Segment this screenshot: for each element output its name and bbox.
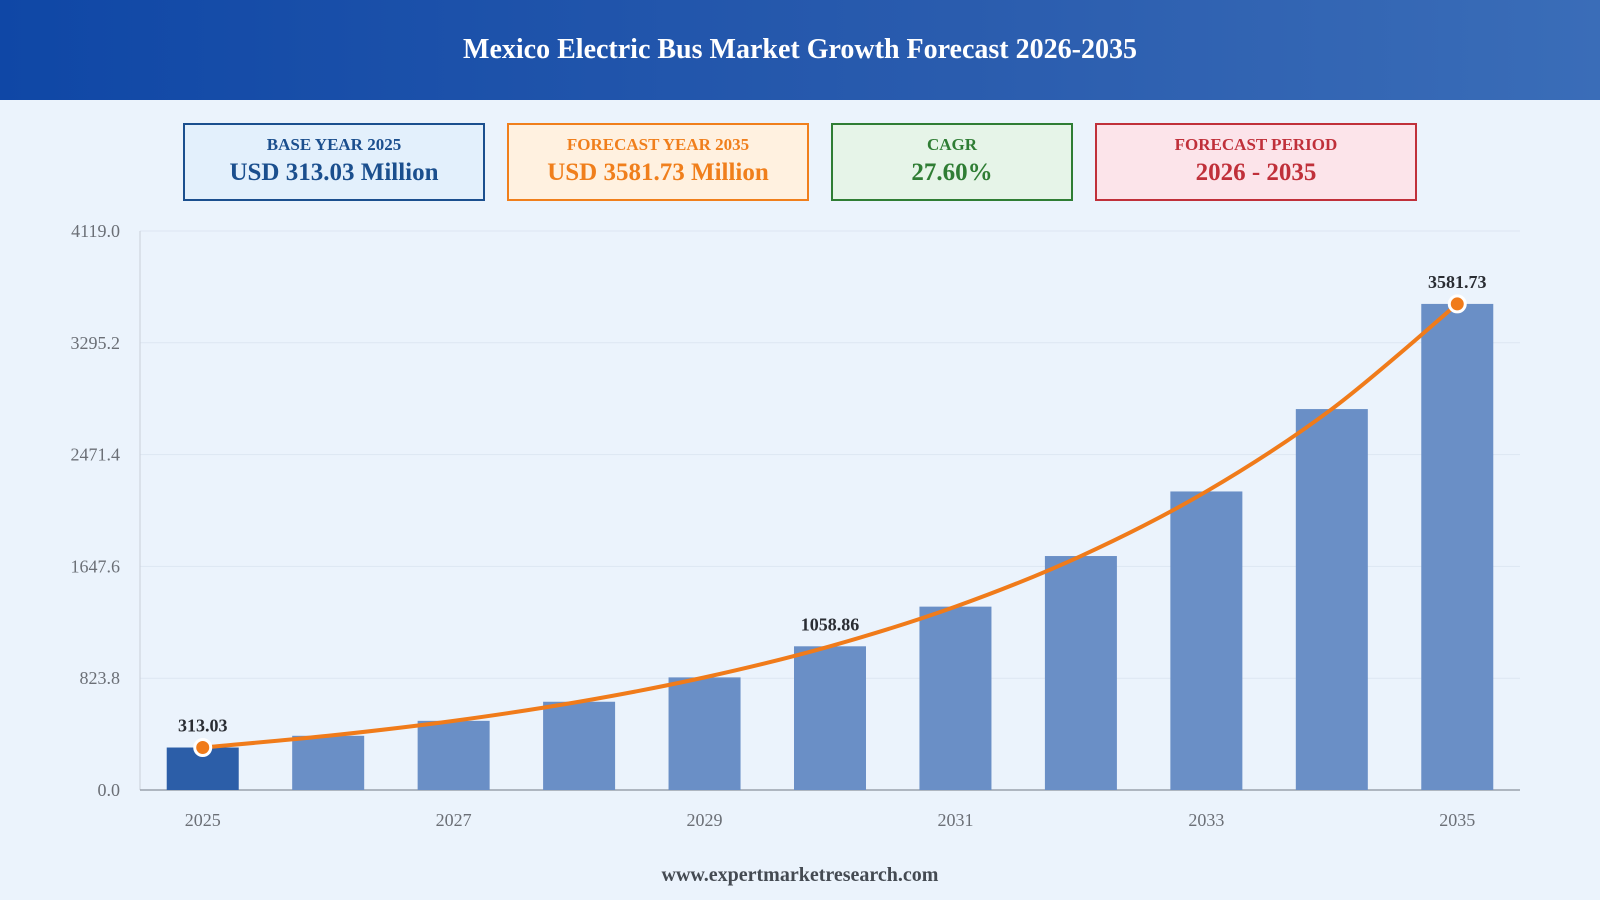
y-tick-label: 823.8 xyxy=(80,668,121,688)
bar-2026 xyxy=(292,735,365,790)
data-label: 1058.86 xyxy=(801,614,860,634)
forecast-year-value: USD 3581.73 Million xyxy=(547,159,769,186)
x-tick-label: 2035 xyxy=(1439,810,1475,830)
data-label: 3581.73 xyxy=(1428,272,1487,292)
bar-2030 xyxy=(794,646,866,790)
x-tick-label: 2033 xyxy=(1188,810,1224,830)
y-tick-label: 4119.0 xyxy=(71,221,120,241)
bar-2028 xyxy=(543,701,616,790)
header-banner: Mexico Electric Bus Market Growth Foreca… xyxy=(0,0,1600,100)
bar-2035 xyxy=(1421,303,1494,790)
trend-marker-2025 xyxy=(193,738,213,758)
x-tick-label: 2025 xyxy=(185,810,221,830)
cagr-card: CAGR 27.60% xyxy=(831,123,1073,201)
x-tick-label: 2027 xyxy=(436,810,472,830)
y-tick-label: 0.0 xyxy=(98,780,121,800)
forecast-period-value: 2026 - 2035 xyxy=(1195,159,1317,186)
bar-2034 xyxy=(1295,409,1368,790)
trend-line xyxy=(200,301,1460,750)
base-year-card: BASE YEAR 2025 USD 313.03 Million xyxy=(183,123,485,201)
chart-title: Mexico Electric Bus Market Growth Foreca… xyxy=(463,34,1137,65)
bar-2033 xyxy=(1170,491,1243,790)
source-footer: www.expertmarketresearch.com xyxy=(661,864,939,886)
forecast-year-label: FORECAST YEAR 2035 xyxy=(566,135,750,154)
y-tick-label: 3295.2 xyxy=(71,333,121,353)
bar-2032 xyxy=(1044,556,1117,790)
y-tick-label: 2471.4 xyxy=(71,445,121,465)
cagr-value: 27.60% xyxy=(911,159,993,186)
x-tick-label: 2031 xyxy=(937,810,973,830)
bar-2027 xyxy=(417,720,490,790)
trend-marker-2035 xyxy=(1447,294,1467,314)
y-tick-label: 1647.6 xyxy=(71,556,121,576)
base-year-value: USD 313.03 Million xyxy=(229,159,439,186)
bar-2029 xyxy=(668,677,741,790)
x-tick-label: 2029 xyxy=(687,810,723,830)
forecast-year-card: FORECAST YEAR 2035 USD 3581.73 Million xyxy=(507,123,809,201)
cagr-label: CAGR xyxy=(926,135,978,154)
bar-2031 xyxy=(919,606,992,790)
forecast-period-label: FORECAST PERIOD xyxy=(1174,135,1338,154)
base-year-label: BASE YEAR 2025 xyxy=(266,135,402,154)
data-label: 313.03 xyxy=(178,716,228,736)
forecast-period-card: FORECAST PERIOD 2026 - 2035 xyxy=(1095,123,1417,201)
